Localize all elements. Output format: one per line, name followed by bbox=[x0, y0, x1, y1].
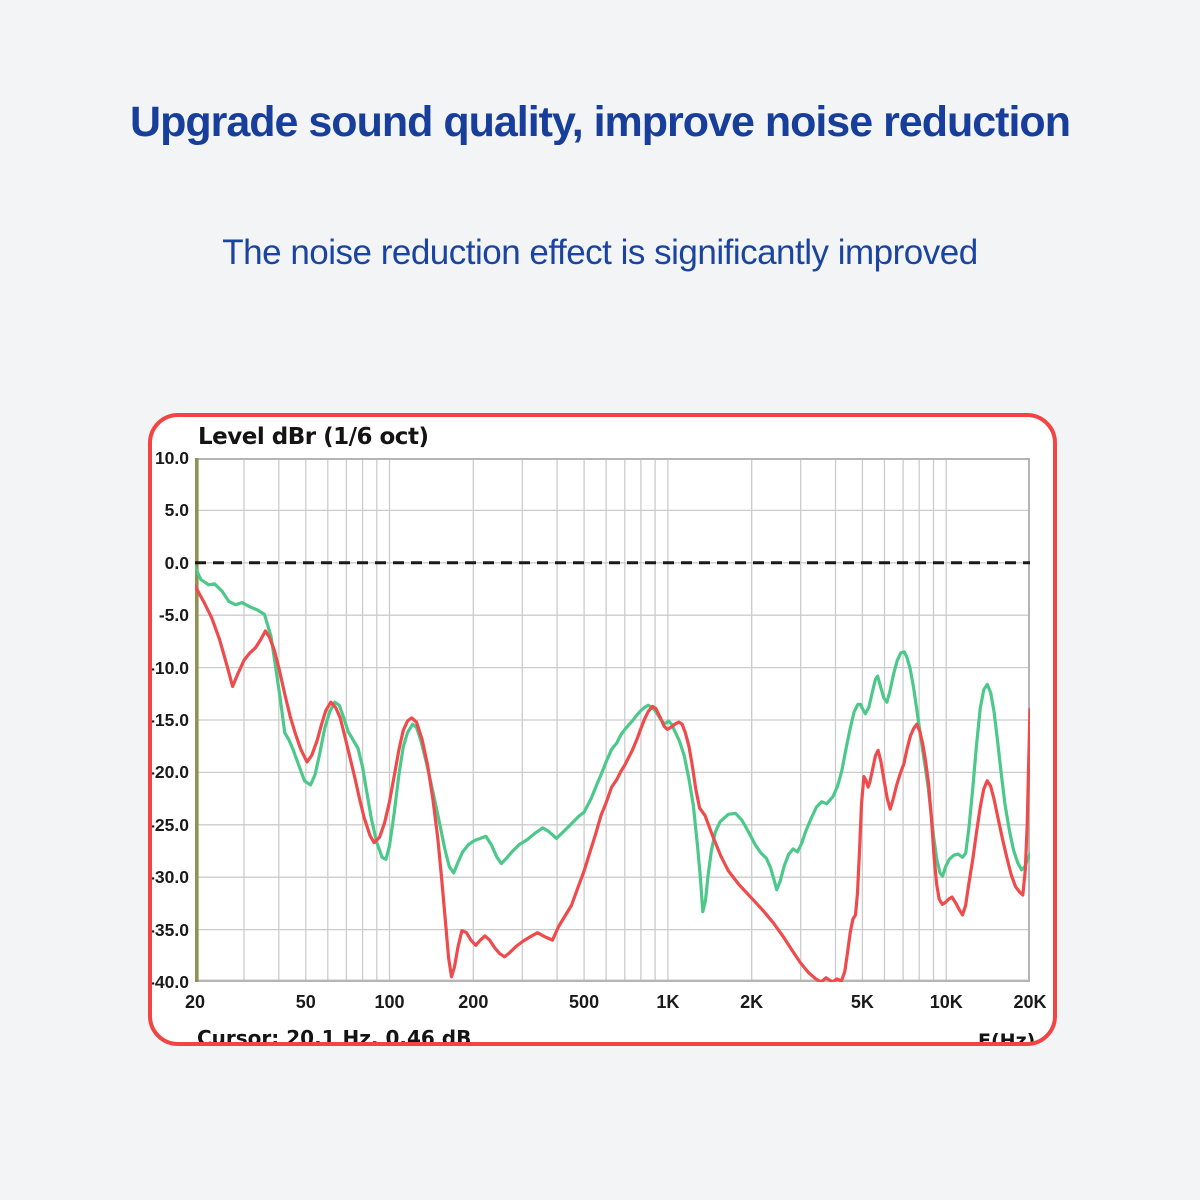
y-tick-label: 0.0 bbox=[164, 552, 189, 573]
subheadline: The noise reduction effect is significan… bbox=[222, 233, 978, 272]
y-tick-label: -10.0 bbox=[149, 657, 189, 678]
x-tick-label: 1K bbox=[656, 992, 680, 1012]
y-axis-labels: 10.0 5.0 0.0 -5.0 -10.0 -15.0 -20.0 -25.0 -30.0 -… bbox=[149, 417, 189, 1042]
y-tick-label: -5.0 bbox=[158, 605, 189, 626]
x-tick-label: 50 bbox=[295, 992, 316, 1012]
x-tick-label: 10K bbox=[929, 992, 963, 1012]
x-axis-labels: 20 50 100 200 500 1K 2K 5K 10K 20K bbox=[152, 417, 1053, 1042]
headline: Upgrade sound quality, improve noise red… bbox=[130, 98, 1071, 146]
x-tick-label: 200 bbox=[458, 992, 489, 1012]
x-tick-label: 100 bbox=[374, 992, 405, 1012]
y-tick-label: 10.0 bbox=[154, 448, 189, 468]
chart-card: Level dBr (1/6 oct) 10.0 5.0 0.0 -5.0 -10.0 -… bbox=[148, 413, 1057, 1046]
x-tick-label: 500 bbox=[569, 992, 600, 1012]
frequency-response-plot bbox=[195, 458, 1030, 982]
y-tick-label: -15.0 bbox=[149, 710, 189, 730]
red-curve bbox=[195, 584, 1030, 982]
chart-title: Level dBr (1/6 oct) bbox=[198, 424, 429, 450]
x-tick-label: 20 bbox=[184, 992, 206, 1012]
y-tick-label: -25.0 bbox=[149, 814, 189, 835]
y-tick-label: -40.0 bbox=[149, 972, 189, 992]
y-tick-label: -30.0 bbox=[149, 867, 189, 888]
cursor-readout: Cursor: 20.1 Hz, 0.46 dB bbox=[197, 1026, 472, 1046]
x-tick-label: 20K bbox=[1013, 992, 1047, 1012]
y-tick-label: 5.0 bbox=[164, 500, 189, 521]
x-axis-unit-label: F(Hz) bbox=[978, 1030, 1036, 1046]
y-tick-label: -35.0 bbox=[149, 919, 189, 940]
x-tick-label: 5K bbox=[850, 992, 874, 1012]
x-tick-label: 2K bbox=[740, 992, 764, 1012]
y-tick-label: -20.0 bbox=[149, 762, 189, 783]
